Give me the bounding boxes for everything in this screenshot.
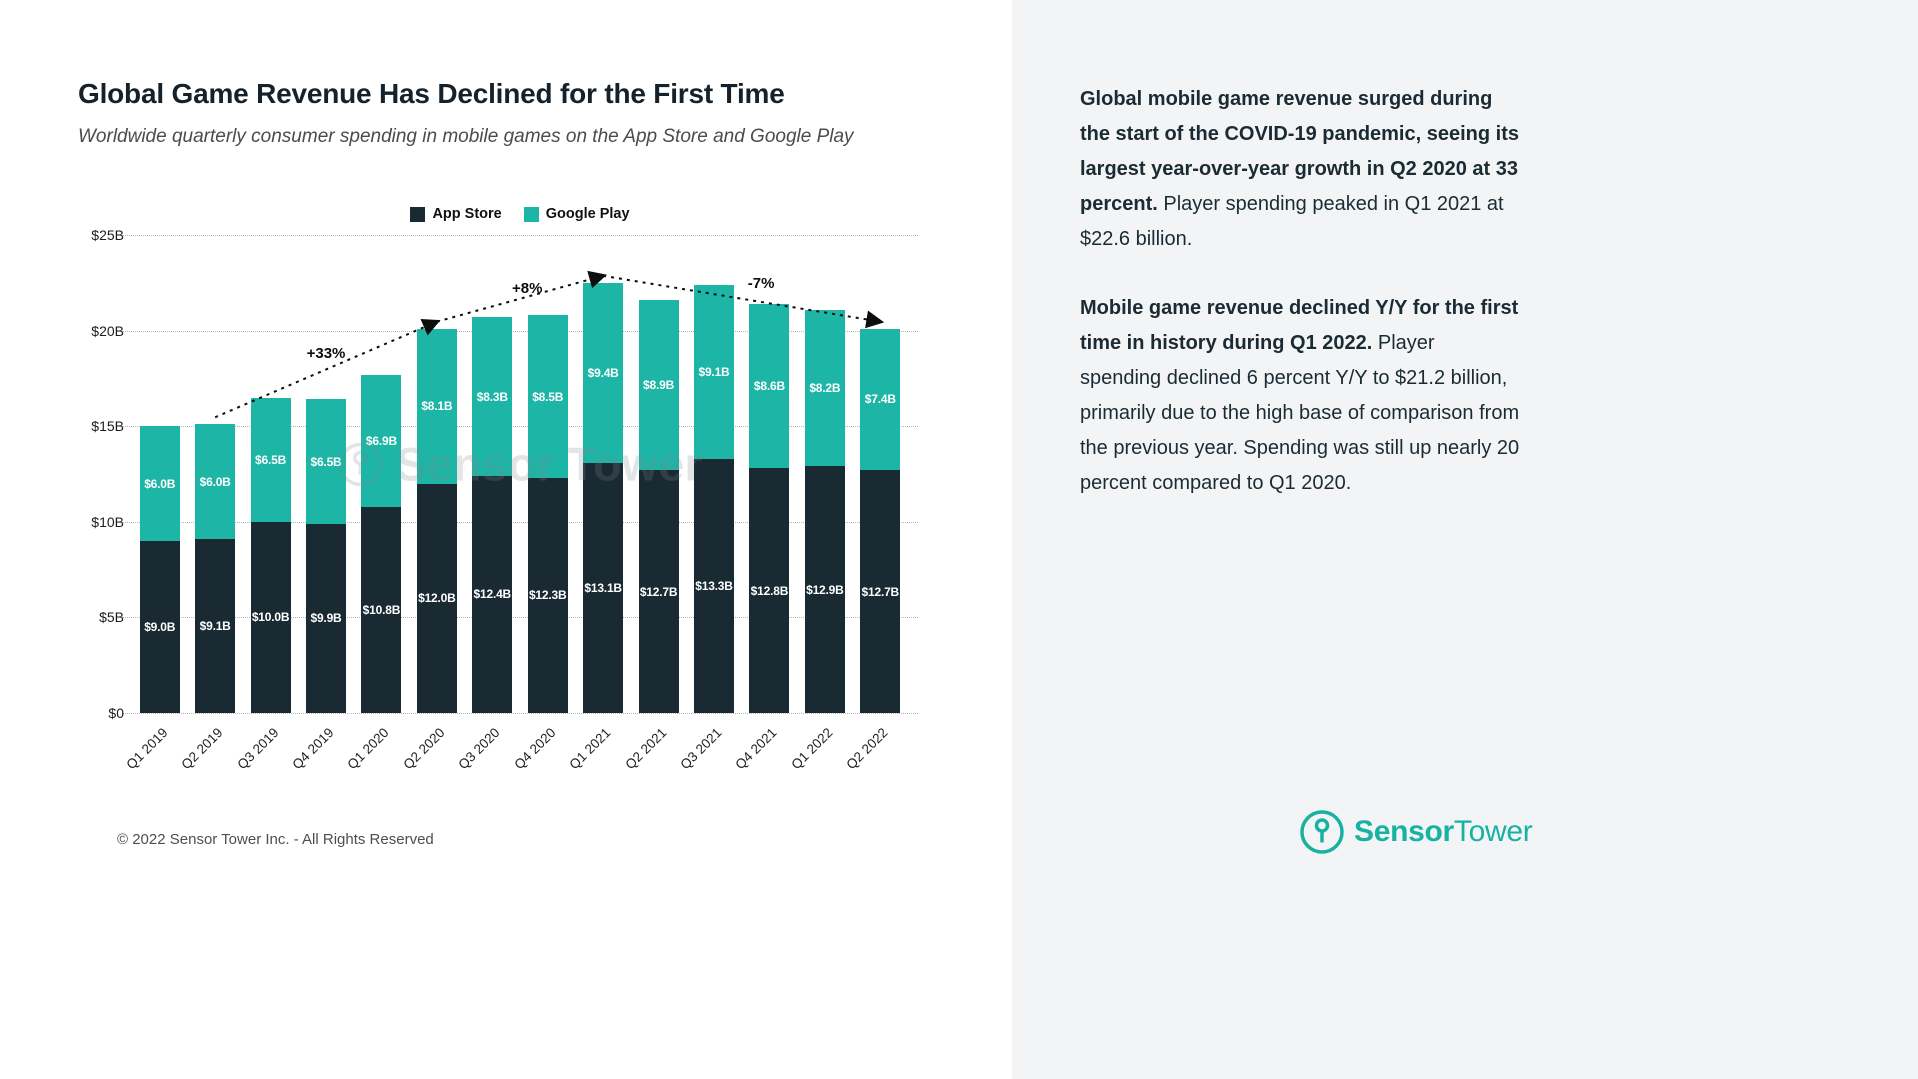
bar-segment-app-store: $9.9B [306,523,346,713]
bar-value-label: $9.4B [587,365,619,380]
bar-segment-google-play: $6.5B [306,399,346,524]
logo-text-tower: Tower [1453,815,1533,848]
legend-item-google-play: Google Play [523,206,630,222]
y-axis-tick: $0 [108,705,124,721]
bar-value-label: $8.1B [421,399,453,414]
legend-label-app-store: App Store [432,206,502,222]
bar-value-label: $10.8B [362,602,401,617]
bar-value-label: $12.0B [418,591,456,606]
bar-segment-app-store: $12.7B [638,470,679,713]
stacked-bar-chart: App Store Google Play Sensor Tower $0 $5B… [78,200,918,830]
chart-legend: App Store Google Play [132,206,908,222]
y-axis-tick: $10B [91,513,124,530]
bar-segment-app-store: $10.8B [361,506,402,713]
commentary-paragraph-2: Mobile game revenue declined Y/Y for the… [1080,291,1520,501]
bar-value-label: $9.1B [199,619,231,633]
bar-segment-google-play: $9.4B [583,282,624,463]
bar-value-label: $12.7B [639,584,678,599]
bar-segment-google-play: $8.9B [638,300,679,471]
growth-annotation: +8% [511,280,543,298]
y-axis-tick: $20B [91,322,124,339]
bar-segment-app-store: $9.1B [195,539,236,713]
commentary-p2-bold: Mobile game revenue declined Y/Y for the… [1080,297,1519,354]
bar-value-label: $12.9B [806,582,844,597]
bar-value-label: $8.2B [809,380,841,395]
bar-segment-app-store: $12.0B [416,483,457,713]
copyright-notice: © 2022 Sensor Tower Inc. - All Rights Re… [117,831,434,848]
legend-swatch-app-store [410,206,426,222]
gridline [122,713,918,714]
commentary-p2-regular: Player spending declined 6 percent Y/Y t… [1080,332,1520,494]
bar-value-label: $12.4B [473,587,512,602]
bar-segment-app-store: $13.1B [583,462,624,713]
logo-text-sensor: Sensor [1354,815,1454,848]
legend-swatch-google-play [523,206,539,222]
bar-segment-google-play: $8.5B [527,315,568,478]
sensor-tower-logo-icon [1300,810,1344,854]
bar-segment-google-play: $8.3B [472,317,513,476]
bar-value-label: $13.3B [695,578,733,593]
bar-value-label: $7.4B [864,392,896,407]
bar-segment-google-play: $8.1B [416,328,457,484]
bar-value-label: $8.5B [532,389,564,404]
bar-value-label: $8.3B [476,389,508,404]
bar-segment-google-play: $9.1B [694,284,734,459]
sensor-tower-logo: SensorTower [1299,809,1533,855]
growth-annotation: +33% [306,345,346,363]
bar-segment-google-play: $6.0B [195,424,236,540]
commentary-p1-regular: Player spending peaked in Q1 2021 at $22… [1080,193,1504,250]
page-subtitle: Worldwide quarterly consumer spending in… [78,126,854,147]
gridline [122,330,918,332]
bar-value-label: $9.9B [310,611,342,626]
bar-value-label: $10.0B [251,610,290,625]
bar-value-label: $8.9B [643,378,675,393]
bar-segment-app-store: $12.4B [472,475,513,713]
bar-segment-app-store: $12.3B [527,477,568,713]
commentary-p1-bold: Global mobile game revenue surged during… [1080,88,1519,215]
bar-segment-app-store: $10.0B [250,521,291,713]
bar-segment-app-store: $13.3B [694,458,734,713]
y-axis-tick: $5B [99,609,124,626]
growth-annotation: -7% [747,274,775,292]
plot-area: Sensor Tower $0 $5B $10B $15B $20B $25B $9.0B $… [91,227,918,772]
bar-value-label: $9.1B [698,364,730,379]
bar-segment-app-store: $12.8B [749,468,790,713]
bar-segment-google-play: $6.5B [250,397,291,522]
bar-value-label: $13.1B [584,580,622,595]
bar-value-label: $6.5B [310,454,342,469]
bar-value-label: $6.5B [255,452,287,467]
y-axis-tick: $15B [91,418,124,435]
bar-value-label: $9.0B [144,619,176,634]
bar-segment-google-play: $7.4B [860,328,901,471]
bar-segment-app-store: $12.9B [804,466,845,713]
legend-label-google-play: Google Play [545,206,630,222]
bar-segment-app-store: $9.0B [139,540,180,713]
sensor-tower-logo-text: SensorTower [1354,815,1533,849]
bar-value-label: $12.3B [528,588,567,603]
page-title: Global Game Revenue Has Declined for the… [78,78,785,109]
gridline [122,521,918,523]
bar-segment-google-play: $6.9B [361,374,402,507]
gridline [122,617,918,619]
legend-item-app-store: App Store [410,206,502,222]
bar-value-label: $6.9B [365,433,397,448]
bar-segment-google-play: $6.0B [139,426,180,541]
bar-value-label: $12.8B [750,583,789,598]
bar-segment-google-play: $8.6B [749,303,790,469]
bar-value-label: $8.6B [753,379,785,394]
bar-segment-app-store: $12.7B [860,470,901,713]
commentary-panel: Global mobile game revenue surged during… [1012,0,1918,1079]
y-axis-tick: $25B [91,227,124,243]
bar-value-label: $12.7B [861,584,900,599]
annotation-arrows [214,270,885,419]
commentary-text: Global mobile game revenue surged during… [1080,82,1520,501]
gridline [122,426,918,428]
bar-value-label: $6.0B [144,476,176,491]
bar-segment-google-play: $8.2B [804,309,845,467]
gridline [122,235,918,236]
bar-value-label: $6.0B [199,474,231,489]
commentary-paragraph-1: Global mobile game revenue surged during… [1080,82,1520,257]
